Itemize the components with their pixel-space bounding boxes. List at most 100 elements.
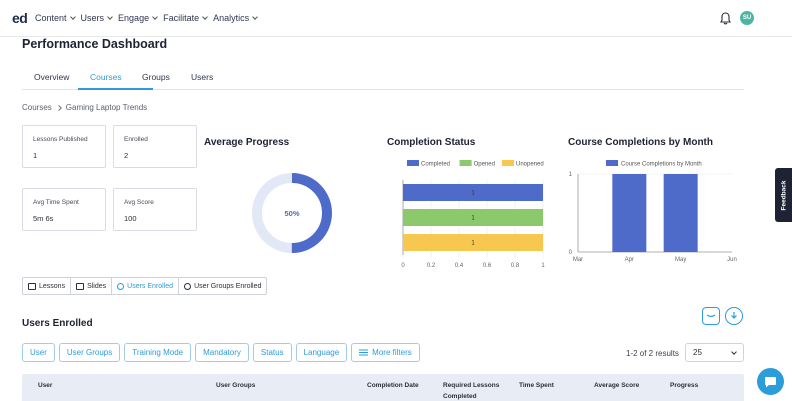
download-button[interactable]: [725, 307, 743, 325]
menu-users[interactable]: Users: [81, 13, 113, 23]
column-average-score[interactable]: Average Score: [594, 382, 640, 389]
filter-bar: User User Groups Training Mode Mandatory…: [22, 343, 420, 362]
view-toggle-group: Lessons Slides Users Enrolled User Group…: [22, 277, 268, 295]
chevron-down-icon: [252, 14, 258, 20]
collapse-button[interactable]: [702, 307, 720, 325]
donut-label: 50%: [284, 209, 299, 218]
column-user[interactable]: User: [38, 382, 53, 389]
legend-swatch[interactable]: [459, 160, 472, 166]
feedback-tab[interactable]: Feedback: [775, 168, 792, 222]
column-completion-date[interactable]: Completion Date: [367, 382, 419, 389]
filter-language[interactable]: Language: [295, 343, 348, 362]
menu-label: Engage: [118, 13, 150, 23]
completion-status-chart: Completed Opened Unopened 0 0.2 0.4 0.6 0.8 1 1 1 1: [401, 160, 545, 269]
bar-opened[interactable]: [403, 209, 543, 226]
completion-status-title: Completion Status: [387, 137, 476, 148]
donut-progress-arc: [252, 173, 332, 253]
x-tick-label: 0.2: [427, 263, 436, 269]
breadcrumb: Courses Gaming Laptop Trends: [22, 103, 147, 112]
legend-label[interactable]: Course Completions by Month: [621, 162, 702, 168]
y-tick-label: 1: [569, 172, 573, 178]
results-count: 1-2 of 2 results: [626, 349, 679, 358]
chevron-down-icon: [69, 14, 76, 20]
menu-content[interactable]: Content: [35, 13, 76, 23]
breadcrumb-current: Gaming Laptop Trends: [65, 103, 148, 112]
per-page-value: 25: [693, 348, 702, 357]
download-icon: [731, 312, 737, 319]
average-progress-title: Average Progress: [204, 137, 290, 148]
logo[interactable]: ed: [12, 10, 28, 26]
menu-analytics[interactable]: Analytics: [213, 13, 258, 23]
filter-user-groups[interactable]: User Groups: [58, 343, 121, 362]
column-progress[interactable]: Progress: [670, 382, 699, 389]
bar-may[interactable]: [663, 174, 698, 252]
tab-groups[interactable]: Groups: [142, 72, 170, 82]
breadcrumb-courses[interactable]: Courses: [22, 103, 52, 112]
column-user-groups[interactable]: User Groups: [216, 382, 256, 389]
menu-engage[interactable]: Engage: [118, 13, 158, 23]
book-icon: [28, 282, 36, 290]
filter-status[interactable]: Status: [252, 343, 292, 362]
bar-completed[interactable]: [403, 184, 543, 201]
stat-label: Lessons Published: [33, 136, 88, 143]
chevron-down-icon: [107, 14, 113, 20]
stat-value: 2: [124, 151, 129, 160]
bar-apr[interactable]: [612, 174, 647, 252]
legend-label[interactable]: Completed: [421, 162, 450, 168]
chevron-down-icon: [731, 348, 737, 355]
stat-label: Avg Time Spent: [33, 199, 79, 206]
x-tick-label: 0: [401, 263, 405, 269]
toggle-label: User Groups Enrolled: [194, 282, 262, 290]
more-filters-button[interactable]: More filters: [351, 343, 420, 362]
filter-mandatory[interactable]: Mandatory: [195, 343, 249, 362]
toggle-label: Slides: [87, 282, 107, 290]
chat-button[interactable]: [757, 368, 784, 395]
course-completions-title: Course Completions by Month: [568, 137, 713, 148]
stat-value: 100: [124, 214, 137, 223]
stat-label: Enrolled: [124, 136, 148, 143]
chevron-right-icon: [55, 104, 62, 111]
x-tick-label: Apr: [625, 257, 634, 263]
user-icon: [117, 282, 125, 290]
main-menu: Content Users Engage Facilitate Analytic…: [35, 13, 258, 23]
x-tick-label: 1: [541, 263, 545, 269]
bar-value-label: 1: [471, 241, 475, 247]
filter-user[interactable]: User: [22, 343, 55, 362]
stat-value: 1: [33, 151, 38, 160]
monitor-icon: [76, 282, 85, 290]
toggle-users-enrolled[interactable]: Users Enrolled: [112, 278, 180, 294]
tab-users[interactable]: Users: [191, 72, 214, 82]
toggle-slides[interactable]: Slides: [71, 278, 113, 294]
avatar[interactable]: SU: [740, 11, 754, 25]
users-icon: [184, 282, 192, 290]
legend-label[interactable]: Opened: [474, 162, 495, 168]
tab-overview[interactable]: Overview: [34, 72, 70, 82]
legend-swatch[interactable]: [407, 160, 419, 166]
stat-card-enrolled: Enrolled 2: [113, 125, 197, 168]
stat-value: 5m 6s: [33, 214, 54, 223]
toggle-lessons[interactable]: Lessons: [23, 278, 72, 294]
legend-swatch[interactable]: [502, 160, 514, 166]
menu-facilitate[interactable]: Facilitate: [163, 13, 208, 23]
bar-unopened[interactable]: [403, 234, 543, 251]
x-tick-label: Mar: [573, 257, 583, 263]
chevron-down-icon: [202, 14, 208, 20]
per-page-select[interactable]: 25: [685, 343, 744, 362]
legend-swatch[interactable]: [606, 160, 618, 166]
chevron-down-icon: [152, 14, 158, 20]
column-time-spent[interactable]: Time Spent: [519, 382, 554, 389]
course-completions-chart: Course Completions by Month 0 1 Mar Apr May Ju…: [569, 160, 737, 263]
tab-courses[interactable]: Courses: [90, 72, 122, 82]
tab-bar: Overview Courses Groups Users: [22, 66, 744, 90]
bar-value-label: 1: [471, 216, 475, 222]
toggle-user-groups-enrolled[interactable]: User Groups Enrolled: [179, 278, 266, 294]
x-tick-label: 0.8: [511, 263, 520, 269]
menu-label: Facilitate: [163, 13, 200, 23]
bell-icon[interactable]: [720, 12, 731, 25]
filter-training-mode[interactable]: Training Mode: [124, 343, 192, 362]
legend-label[interactable]: Unopened: [516, 162, 544, 168]
menu-label: Analytics: [213, 13, 250, 23]
toggle-label: Lessons: [39, 282, 66, 290]
menu-label: Content: [35, 13, 67, 23]
column-required-lessons[interactable]: Required Lessons Completed: [443, 382, 500, 400]
